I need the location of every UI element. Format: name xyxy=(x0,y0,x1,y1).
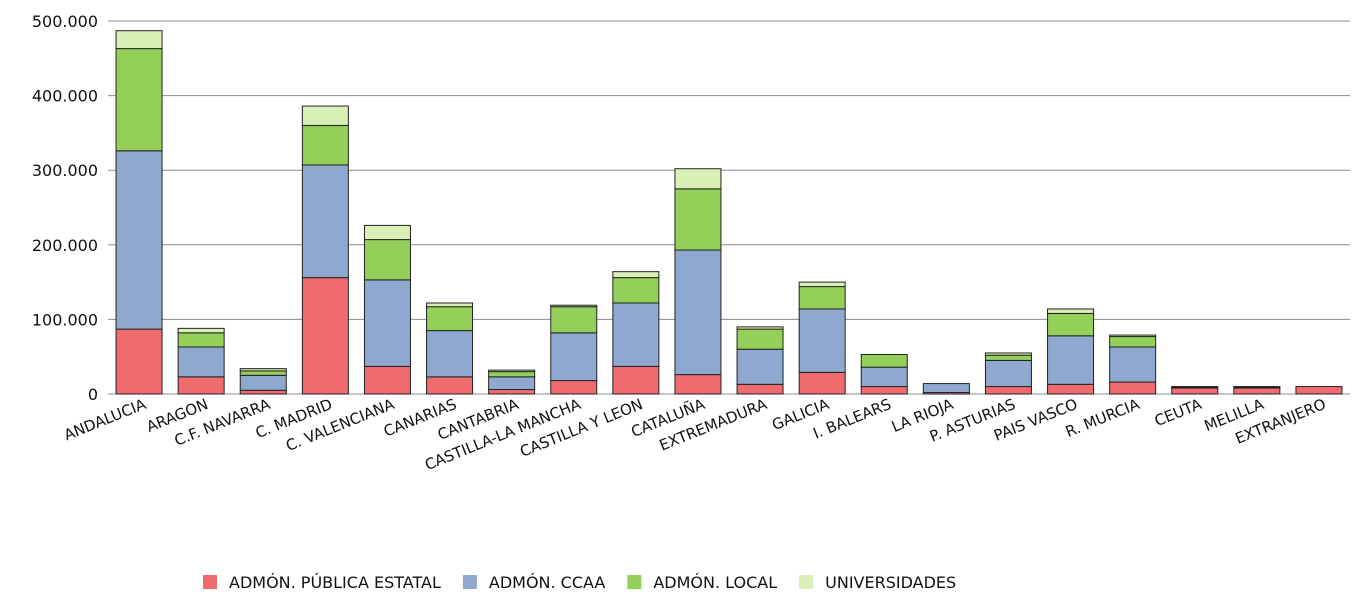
bar-segment xyxy=(984,386,1032,395)
legend: ADMÓN. PÚBLICA ESTATAL ADMÓN. CCAA ADMÓN. … xyxy=(203,573,956,592)
bar-segment xyxy=(736,326,784,330)
bar-segment xyxy=(1109,381,1157,395)
bar-segment xyxy=(736,348,784,385)
bar-segment xyxy=(239,368,287,372)
bar-segment xyxy=(612,365,660,395)
bar-segment xyxy=(363,224,411,241)
bar-segment xyxy=(612,271,660,279)
bar-segment xyxy=(984,359,1032,388)
bar-segment xyxy=(115,30,163,50)
y-tick-label: 200.000 xyxy=(32,236,98,255)
bar-segment xyxy=(550,306,598,334)
bar-segment xyxy=(177,376,225,395)
bar-segment xyxy=(177,327,225,334)
y-tick-label: 400.000 xyxy=(32,87,98,106)
bar-segment xyxy=(860,366,908,388)
legend-label: ADMÓN. PÚBLICA ESTATAL xyxy=(229,573,441,592)
bar-segment xyxy=(301,277,349,395)
bar-segment xyxy=(798,308,846,373)
bar-segment xyxy=(922,383,970,394)
bar-segment xyxy=(363,365,411,395)
bar-segment xyxy=(1109,334,1157,338)
bar-segment xyxy=(1171,387,1219,395)
gridlines xyxy=(108,20,1350,395)
bar-segment xyxy=(984,352,1032,356)
bar-segment xyxy=(1171,386,1219,388)
bar-segment xyxy=(426,306,474,332)
bar-segment xyxy=(1047,308,1095,314)
bar-segment xyxy=(177,346,225,378)
bar-segment xyxy=(426,330,474,378)
bar-segment xyxy=(550,304,598,308)
legend-swatch xyxy=(203,575,217,589)
bar-segment xyxy=(860,353,908,368)
bar-segment xyxy=(860,386,908,395)
bar-segment xyxy=(612,302,660,367)
legend-label: UNIVERSIDADES xyxy=(825,573,956,592)
bar-segment xyxy=(1109,336,1157,348)
bar-segment xyxy=(1047,335,1095,385)
bar-segment xyxy=(301,164,349,279)
bar-segment xyxy=(1047,312,1095,337)
bar-segment xyxy=(115,48,163,152)
y-tick-label: 500.000 xyxy=(32,12,98,31)
bar-segment xyxy=(1109,346,1157,383)
bar-segment xyxy=(488,389,536,395)
bar-segment xyxy=(674,249,722,376)
bar-segment xyxy=(177,332,225,348)
bar-segment xyxy=(612,277,660,304)
bar-segment xyxy=(550,380,598,395)
bar-segment xyxy=(426,376,474,395)
bar-segment xyxy=(363,239,411,281)
legend-swatch xyxy=(462,575,477,589)
y-axis: 0 100.000 200.000 300.000 400.000 500.000 xyxy=(32,12,98,404)
bar-segment xyxy=(301,124,349,166)
y-tick-label: 100.000 xyxy=(32,310,98,329)
bar-segment xyxy=(984,354,1032,361)
legend-swatch xyxy=(799,575,814,589)
bar-segment xyxy=(488,371,536,378)
x-tick-label: CEUTA xyxy=(1152,395,1205,430)
legend-label: ADMÓN. CCAA xyxy=(489,573,606,592)
bar-segment xyxy=(1233,386,1281,388)
bar-segment xyxy=(674,374,722,395)
bar-segment xyxy=(426,302,474,308)
bar-segment xyxy=(239,374,287,391)
bar-segment xyxy=(674,168,722,190)
bar-segment xyxy=(1047,383,1095,395)
bar-segment xyxy=(1295,386,1343,395)
bar-segment xyxy=(736,383,784,395)
legend-swatch xyxy=(627,575,642,589)
bar-segment xyxy=(488,369,536,373)
bar-segment xyxy=(798,286,846,310)
y-tick-label: 300.000 xyxy=(32,161,98,180)
bar-segment xyxy=(488,376,536,391)
bar-segment xyxy=(239,389,287,395)
bar-segment xyxy=(1233,387,1281,395)
bar-segment xyxy=(115,328,163,395)
bars xyxy=(115,30,1343,395)
bar-segment xyxy=(674,188,722,251)
bar-segment xyxy=(363,279,411,367)
bar-segment xyxy=(798,281,846,288)
bar-segment xyxy=(115,150,163,330)
bar-segment xyxy=(301,105,349,126)
bar-segment xyxy=(550,332,598,382)
x-tick-label: ANDALUCIA xyxy=(61,395,149,444)
bar-segment xyxy=(798,371,846,395)
legend-label: ADMÓN. LOCAL xyxy=(653,573,777,592)
bar-segment xyxy=(239,370,287,376)
y-tick-label: 0 xyxy=(88,385,98,404)
bar-segment xyxy=(736,328,784,350)
